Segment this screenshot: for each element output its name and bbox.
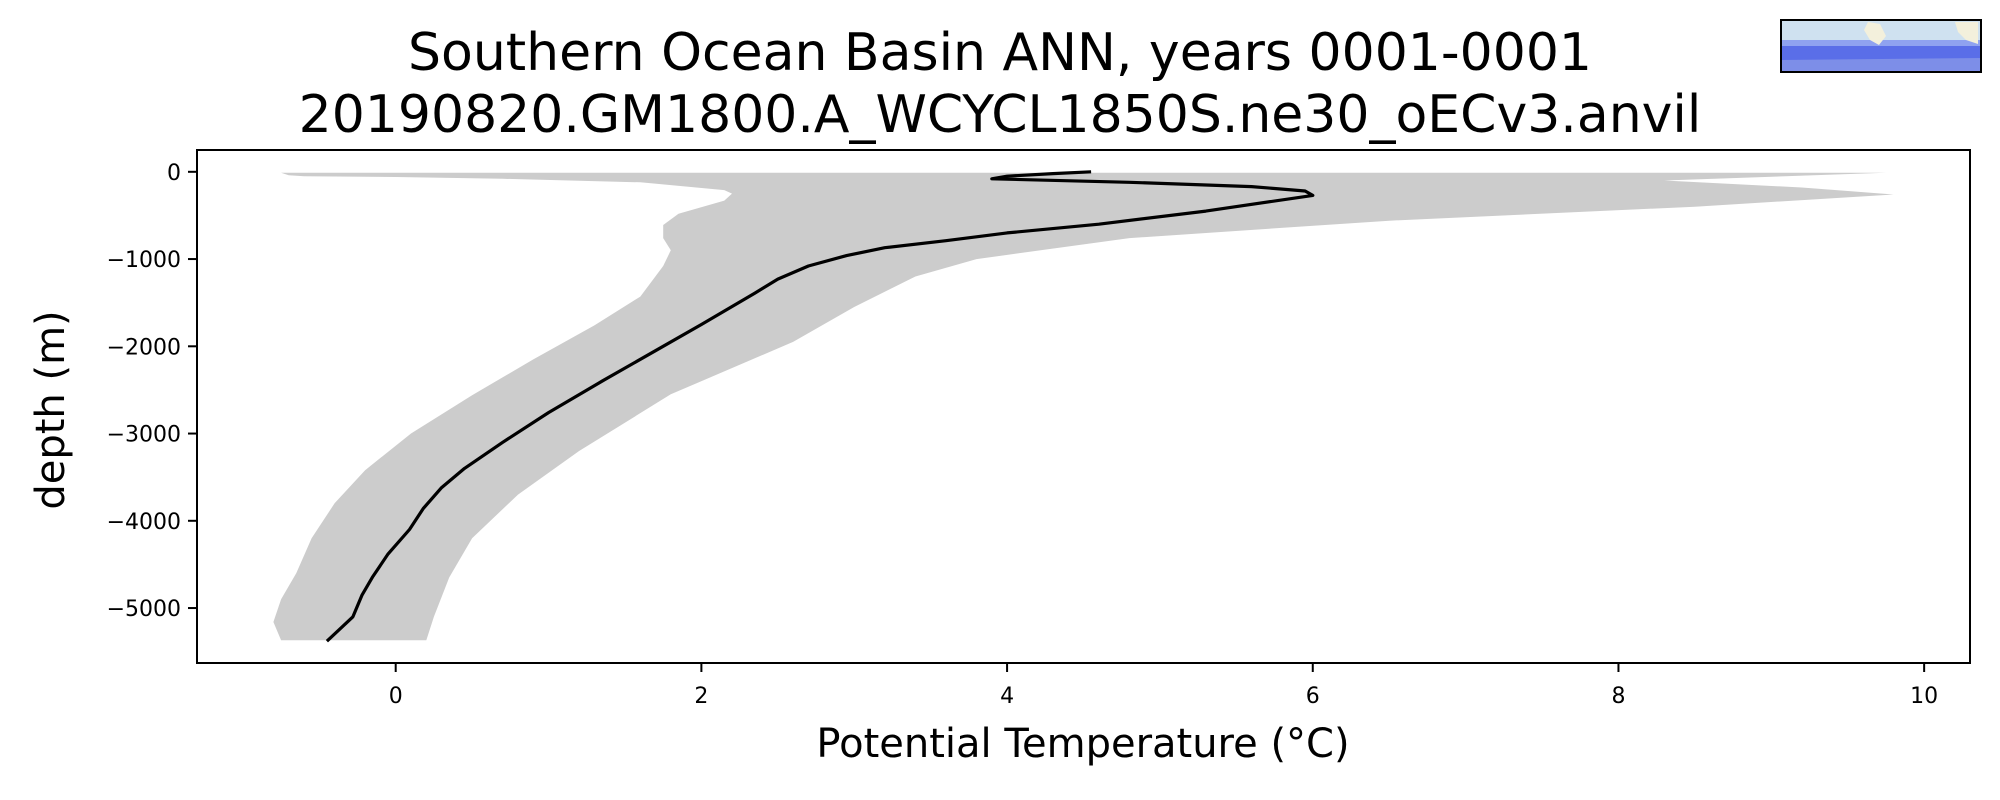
x-tick-label: 6 xyxy=(1306,684,1320,709)
map-land-australia xyxy=(1955,22,1978,44)
x-axis-label: Potential Temperature (°C) xyxy=(816,721,1349,767)
x-tick-label: 8 xyxy=(1611,684,1625,709)
x-tick-label: 0 xyxy=(389,684,403,709)
y-tick-label: −3000 xyxy=(107,423,181,448)
y-axis-label: depth (m) xyxy=(28,310,74,509)
map-antarctic-shelf xyxy=(1781,58,1981,72)
x-tick-label: 4 xyxy=(1000,684,1014,709)
mean-temperature-profile-line xyxy=(325,170,1315,643)
y-tick-label: −1000 xyxy=(107,248,181,273)
y-tick-label: −5000 xyxy=(107,597,181,622)
y-tick-label: 0 xyxy=(167,161,181,186)
map-basin-edge xyxy=(1781,40,1981,46)
y-tick-label: −2000 xyxy=(107,335,181,360)
map-land-africa xyxy=(1864,22,1886,45)
axes-frame xyxy=(196,149,1971,664)
chart-title: Southern Ocean Basin ANN, years 0001-000… xyxy=(408,23,1592,83)
basin-map-icon xyxy=(1780,19,1982,73)
y-axis-ticks: 0 −1000 −2000 −3000 −4000 −5000 xyxy=(107,161,197,622)
x-tick-label: 2 xyxy=(694,684,708,709)
map-frame xyxy=(1780,19,1982,73)
y-tick-label: −4000 xyxy=(107,510,181,535)
x-tick-label: 10 xyxy=(1910,684,1938,709)
temperature-range-band xyxy=(273,172,1894,641)
chart-subtitle: 20190820.GM1800.A_WCYCL1850S.ne30_oECv3.… xyxy=(299,85,1702,145)
x-axis-ticks: 0 2 4 6 8 10 xyxy=(389,663,1938,709)
plot-area: 0 2 4 6 8 10 0 −1000 −2000 −3000 −4000 −5000 xyxy=(107,149,1971,709)
